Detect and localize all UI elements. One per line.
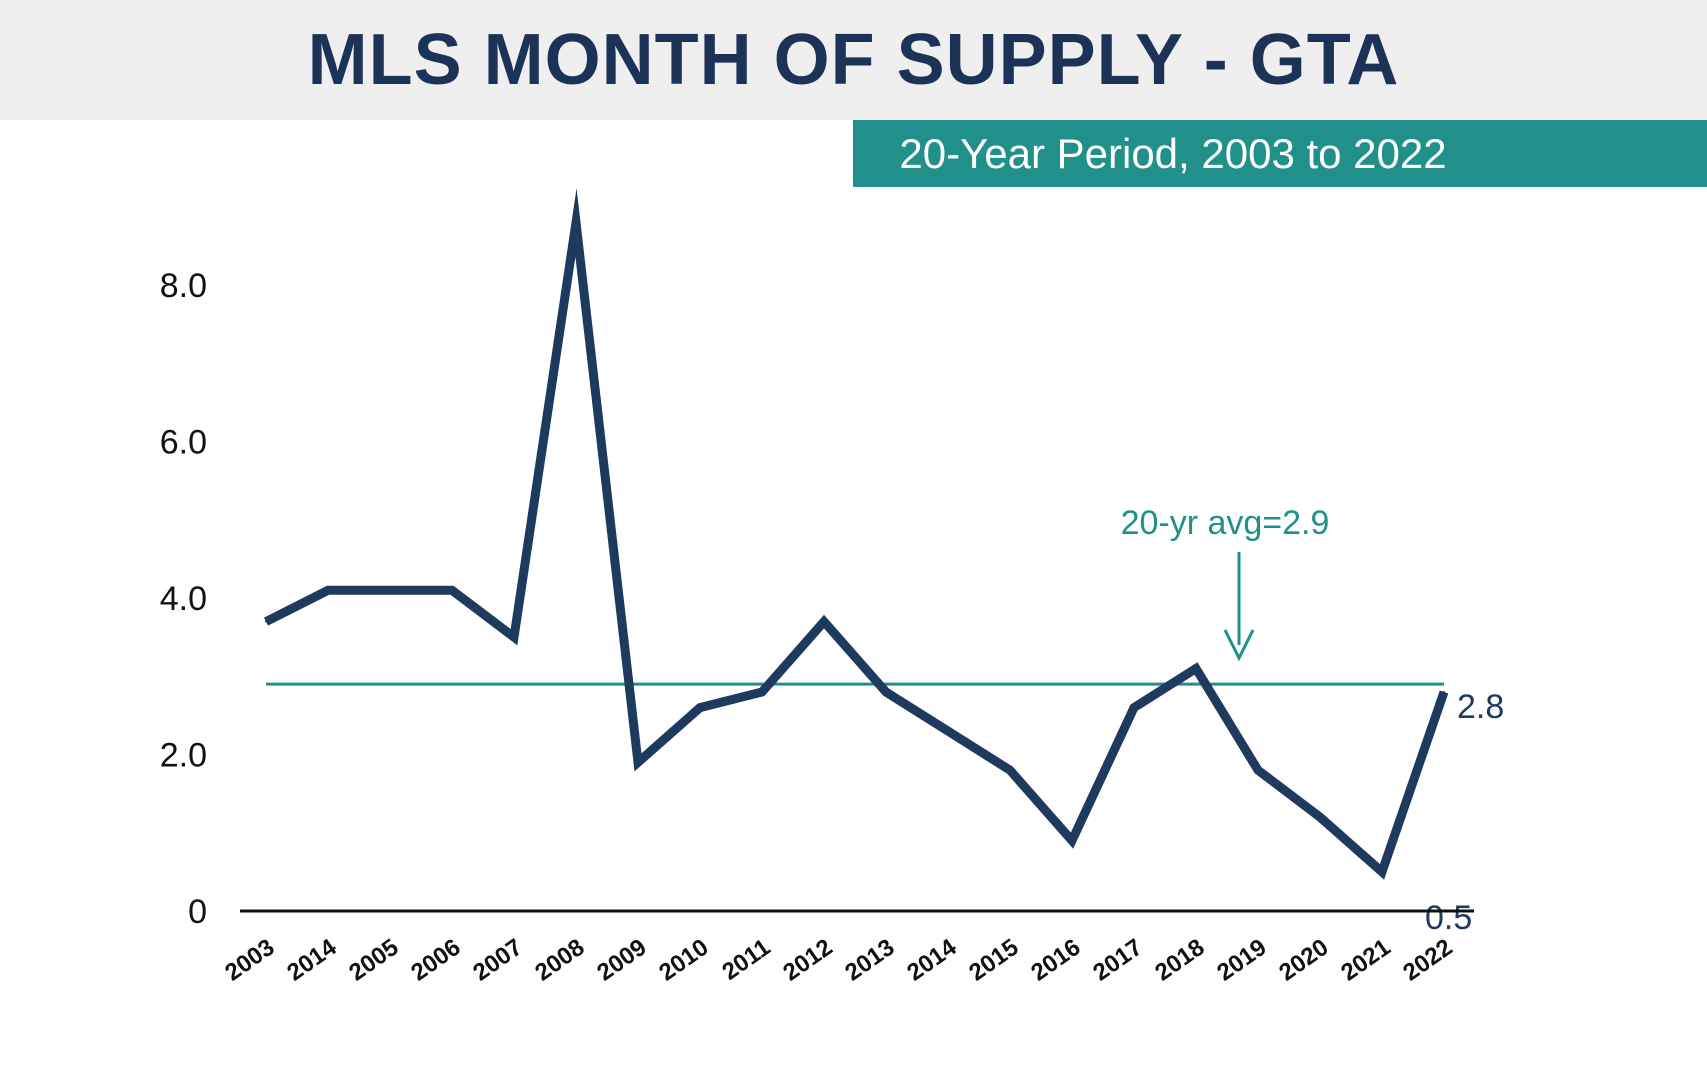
data-point [575,221,577,224]
chart-title: MLS MONTH OF SUPPLY - GTA [307,20,1400,100]
x-tick-label: 2012 [778,934,837,987]
data-point [1381,870,1383,873]
average-layer: 20-yr avg=2.9 [266,504,1444,686]
data-point [451,589,453,592]
x-tick-label: 2003 [220,934,279,987]
data-point [1133,706,1135,709]
data-point [699,706,701,709]
x-tick-label: 2020 [1274,934,1333,987]
data-label: 0.5 [1425,899,1472,937]
x-tick-label: 2009 [592,934,651,987]
data-point [1443,690,1445,693]
x-tick-label: 2013 [840,934,899,987]
annotation-layer: 2.8 0.5 [1425,688,1504,937]
average-label: 20-yr avg=2.9 [1121,504,1330,542]
data-point [823,620,825,623]
data-label: 2.8 [1457,688,1504,726]
x-tick-label: 2018 [1150,934,1209,987]
data-point [947,730,949,733]
data-point [1319,816,1321,819]
data-point [513,636,515,639]
series-line [263,188,1449,880]
x-tick-label: 2019 [1212,934,1271,987]
y-tick-label: 6.0 [160,424,207,462]
y-tick-label: 4.0 [160,580,207,618]
data-point [761,690,763,693]
y-axis: 0 2.0 4.0 6.0 8.0 [160,267,207,931]
y-tick-label: 8.0 [160,267,207,305]
data-point [327,589,329,592]
data-point [1071,839,1073,842]
x-tick-label: 2008 [530,934,589,987]
x-tick-label: 2021 [1336,934,1395,987]
y-tick-label: 0 [188,893,207,931]
x-tick-label: 2007 [468,934,527,987]
x-tick-label: 2022 [1398,934,1457,987]
data-point [389,589,391,592]
x-tick-label: 2014 [282,933,342,986]
data-point [637,761,639,764]
x-axis: 2003 2014 2005 2006 2007 2008 2009 2010 2011 2012… [220,909,1474,987]
x-tick-label: 2005 [344,934,403,987]
title-bar [0,0,1707,120]
x-tick-label: 2017 [1088,934,1147,987]
data-point [1195,667,1197,670]
data-point [1257,769,1259,772]
x-tick-label: 2011 [717,934,775,986]
x-tick-label: 2006 [406,934,465,987]
series-layer [263,188,1449,880]
data-point [265,620,267,623]
y-tick-label: 2.0 [160,737,207,775]
data-point [1009,769,1011,772]
chart-subtitle: 20-Year Period, 2003 to 2022 [899,130,1447,177]
x-tick-label: 2010 [654,934,713,987]
subtitle-banner [853,120,1707,187]
x-tick-label: 2015 [964,934,1023,987]
data-point [885,690,887,693]
average-arrow-head-icon [1223,629,1255,662]
x-tick-label: 2016 [1026,934,1085,987]
x-tick-label: 2014 [902,933,962,986]
